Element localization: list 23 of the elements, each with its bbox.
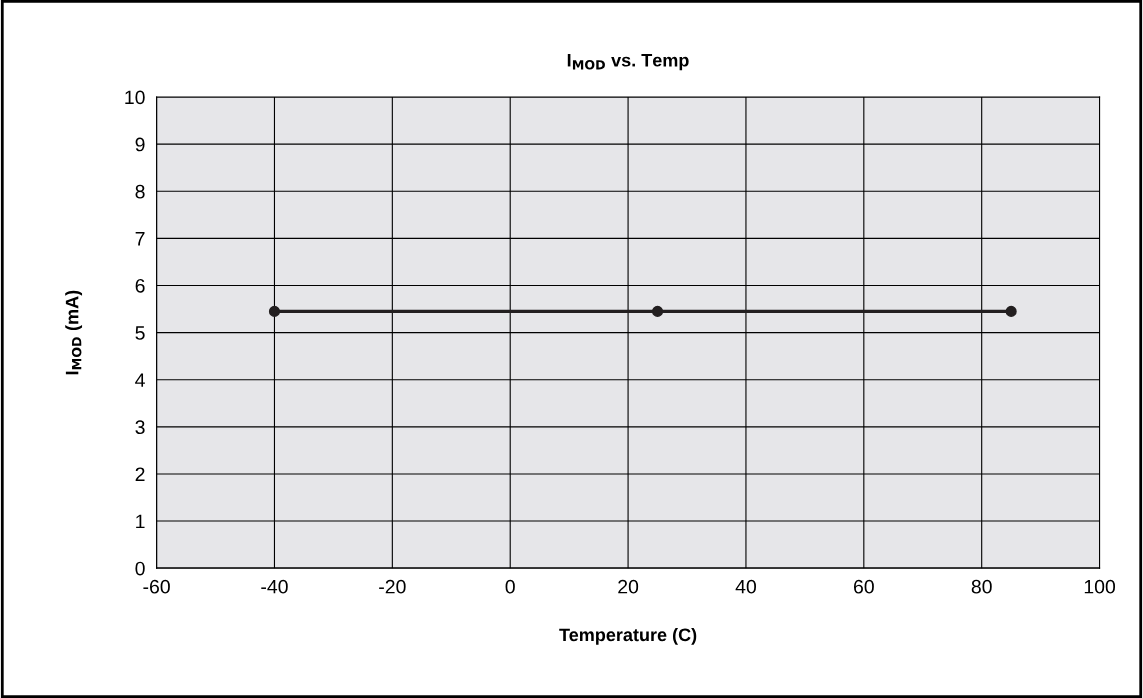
y-tick-label: 9 bbox=[135, 137, 145, 152]
y-tick-label: 2 bbox=[135, 467, 145, 481]
y-tick-label: 5 bbox=[135, 326, 145, 340]
x-tick-label: 20 bbox=[618, 579, 639, 594]
x-tick-label: 0 bbox=[505, 579, 515, 594]
y-tick-label: 7 bbox=[135, 232, 145, 246]
x-tick-label: 40 bbox=[735, 579, 756, 594]
x-axis-title: Temperature (C) bbox=[559, 627, 697, 645]
y-tick-label: 4 bbox=[135, 373, 145, 387]
x-tick-label: -60 bbox=[143, 579, 170, 594]
chart-title: I$_{MOD}$ vs. Temp bbox=[567, 54, 689, 71]
y-tick-label: 0 bbox=[135, 561, 145, 576]
x-tick-label: -20 bbox=[379, 579, 406, 594]
y-axis-title: I$_{MOD}$ (mA) bbox=[65, 290, 83, 375]
y-tick-label: 8 bbox=[135, 184, 145, 199]
x-tick-label: 60 bbox=[854, 579, 874, 594]
x-tick-label: 100 bbox=[1084, 579, 1116, 594]
x-tick-label: -40 bbox=[261, 579, 288, 594]
x-tick-label: 80 bbox=[971, 579, 992, 594]
y-tick-label: 10 bbox=[125, 90, 145, 105]
y-tick-label: 1 bbox=[136, 514, 145, 529]
y-tick-label: 3 bbox=[135, 420, 145, 435]
y-tick-label: 6 bbox=[135, 278, 145, 293]
